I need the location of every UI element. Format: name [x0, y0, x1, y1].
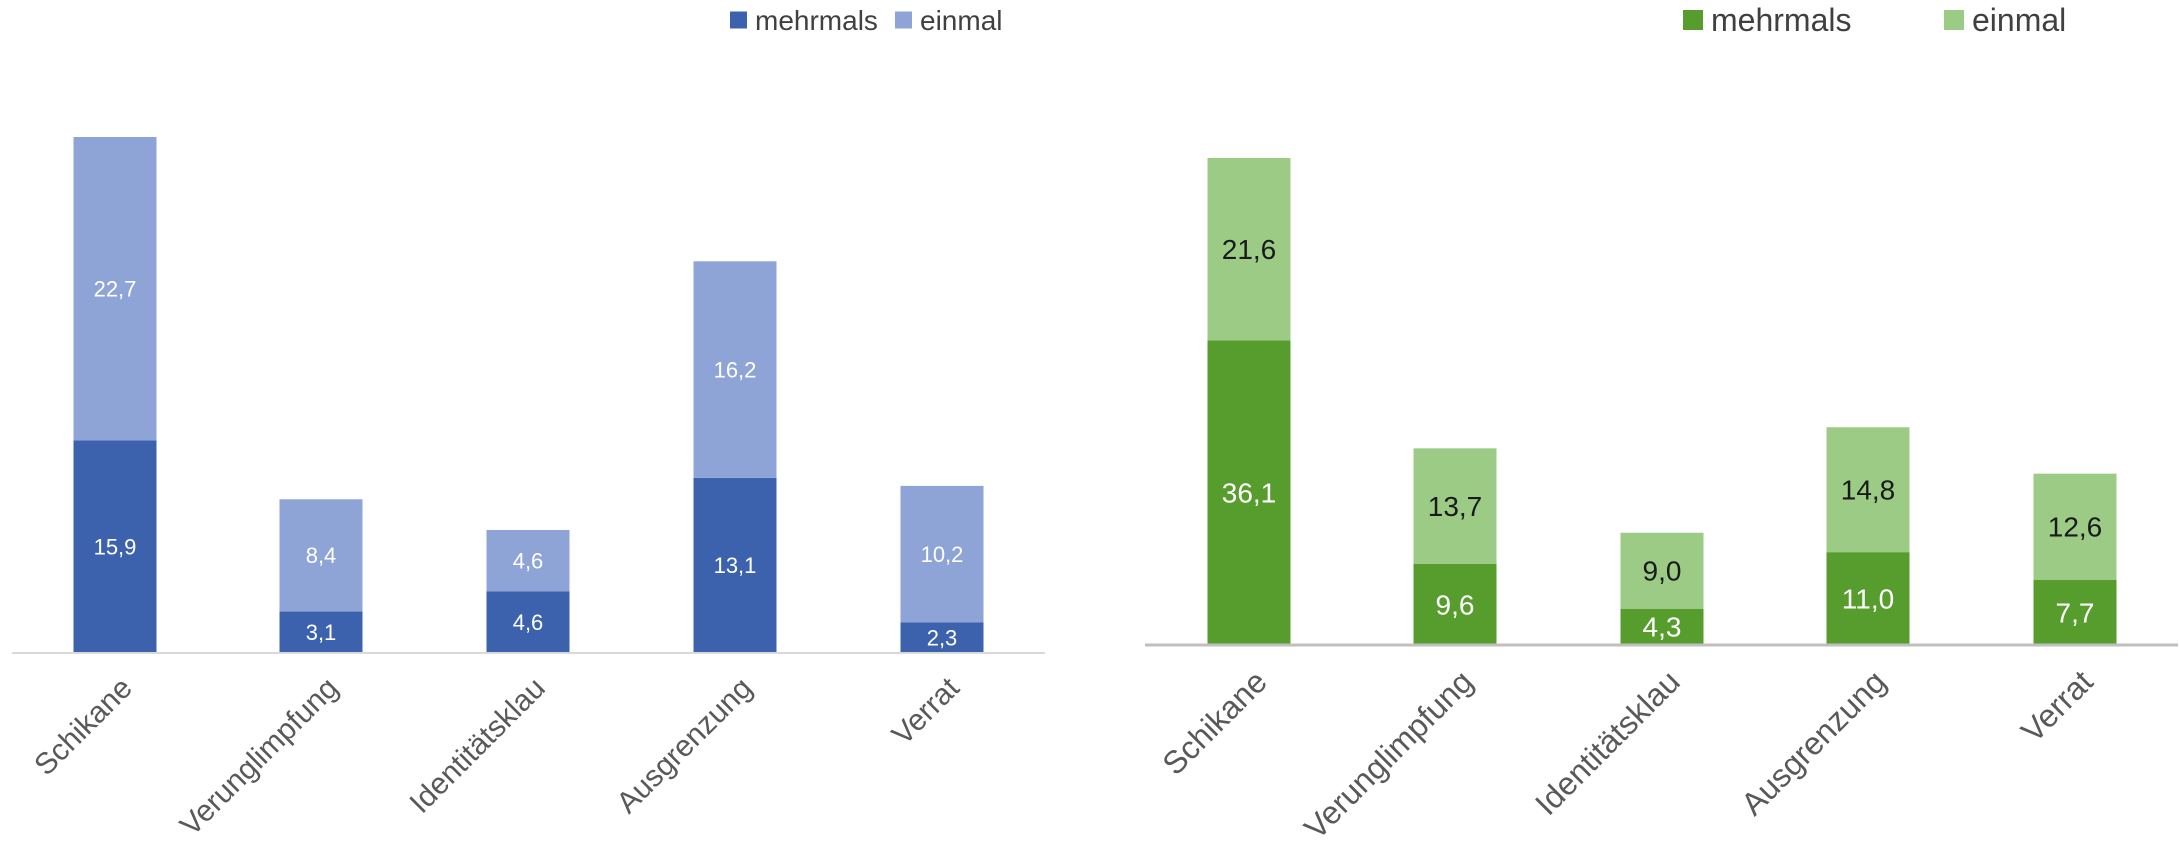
legend-label-1-mehrmals: mehrmals [1711, 2, 1851, 38]
bar-1-mehrmals-1 [1413, 563, 1497, 645]
x-tick-label-1-0: Schikane [1155, 663, 1274, 782]
data-label-0-mehrmals-2: 4,6 [513, 610, 544, 635]
bar-1-einmal-4 [2033, 473, 2117, 581]
x-tick-label-0-4: Verrat [886, 671, 966, 751]
legend-swatch-1-mehrmals [1683, 10, 1703, 30]
legend-label-0-mehrmals: mehrmals [755, 5, 878, 36]
data-label-1-mehrmals-4: 7,7 [2056, 597, 2095, 628]
bar-0-mehrmals-2 [486, 591, 570, 653]
bar-0-einmal-3 [693, 261, 777, 478]
data-label-0-mehrmals-1: 3,1 [306, 620, 337, 645]
x-tick-label-0-3: Ausgrenzung [610, 671, 758, 819]
legend-label-1-einmal: einmal [1972, 2, 2066, 38]
data-label-1-mehrmals-0: 36,1 [1222, 477, 1277, 508]
legend-swatch-0-mehrmals [730, 11, 747, 29]
bar-0-einmal-2 [486, 530, 570, 592]
bar-0-mehrmals-1 [279, 611, 363, 653]
x-tick-label-1-1: Verunglimpfung [1297, 663, 1480, 843]
legend-label-0-einmal: einmal [920, 5, 1002, 36]
bar-0-mehrmals-3 [693, 477, 777, 653]
x-tick-label-0-2: Identitätsklau [403, 671, 551, 819]
x-tick-label-1-3: Ausgrenzung [1734, 663, 1893, 822]
bar-0-mehrmals-0 [73, 440, 157, 653]
data-label-0-einmal-0: 22,7 [94, 276, 137, 301]
data-label-1-einmal-0: 21,6 [1222, 234, 1277, 265]
x-tick-label-0-0: Schikane [28, 671, 139, 782]
x-tick-label-1-2: Identitätsklau [1528, 663, 1687, 822]
x-tick-label-0-1: Verunglimpfung [174, 671, 345, 842]
data-label-0-mehrmals-4: 2,3 [927, 625, 958, 650]
bar-1-mehrmals-2 [1620, 608, 1704, 645]
bar-1-einmal-3 [1826, 427, 1910, 553]
data-label-0-mehrmals-3: 13,1 [714, 553, 757, 578]
bar-1-mehrmals-3 [1826, 552, 1910, 645]
bar-0-mehrmals-4 [900, 622, 984, 653]
data-label-1-einmal-1: 13,7 [1428, 491, 1483, 522]
legend-swatch-1-einmal [1944, 10, 1964, 30]
data-label-1-einmal-4: 12,6 [2048, 512, 2103, 543]
data-label-0-einmal-3: 16,2 [714, 357, 757, 382]
bar-1-einmal-1 [1413, 448, 1497, 564]
data-label-0-mehrmals-0: 15,9 [94, 534, 137, 559]
bar-1-einmal-2 [1620, 532, 1704, 609]
bar-0-einmal-0 [73, 137, 157, 441]
data-label-1-einmal-2: 9,0 [1643, 556, 1682, 587]
bar-1-einmal-0 [1207, 158, 1291, 341]
data-label-0-einmal-4: 10,2 [921, 542, 964, 567]
x-tick-label-1-4: Verrat [2014, 663, 2100, 749]
data-label-1-mehrmals-3: 11,0 [1842, 583, 1894, 614]
data-label-1-mehrmals-1: 9,6 [1436, 589, 1475, 620]
data-label-1-mehrmals-2: 4,3 [1643, 612, 1682, 643]
data-label-1-einmal-3: 14,8 [1841, 475, 1896, 506]
bar-0-einmal-1 [279, 499, 363, 612]
bar-1-mehrmals-0 [1207, 340, 1291, 645]
data-label-0-einmal-1: 8,4 [306, 543, 337, 568]
bar-1-mehrmals-4 [2033, 580, 2117, 645]
legend-swatch-0-einmal [895, 11, 912, 29]
bar-0-einmal-4 [900, 485, 984, 623]
data-label-0-einmal-2: 4,6 [513, 548, 544, 573]
